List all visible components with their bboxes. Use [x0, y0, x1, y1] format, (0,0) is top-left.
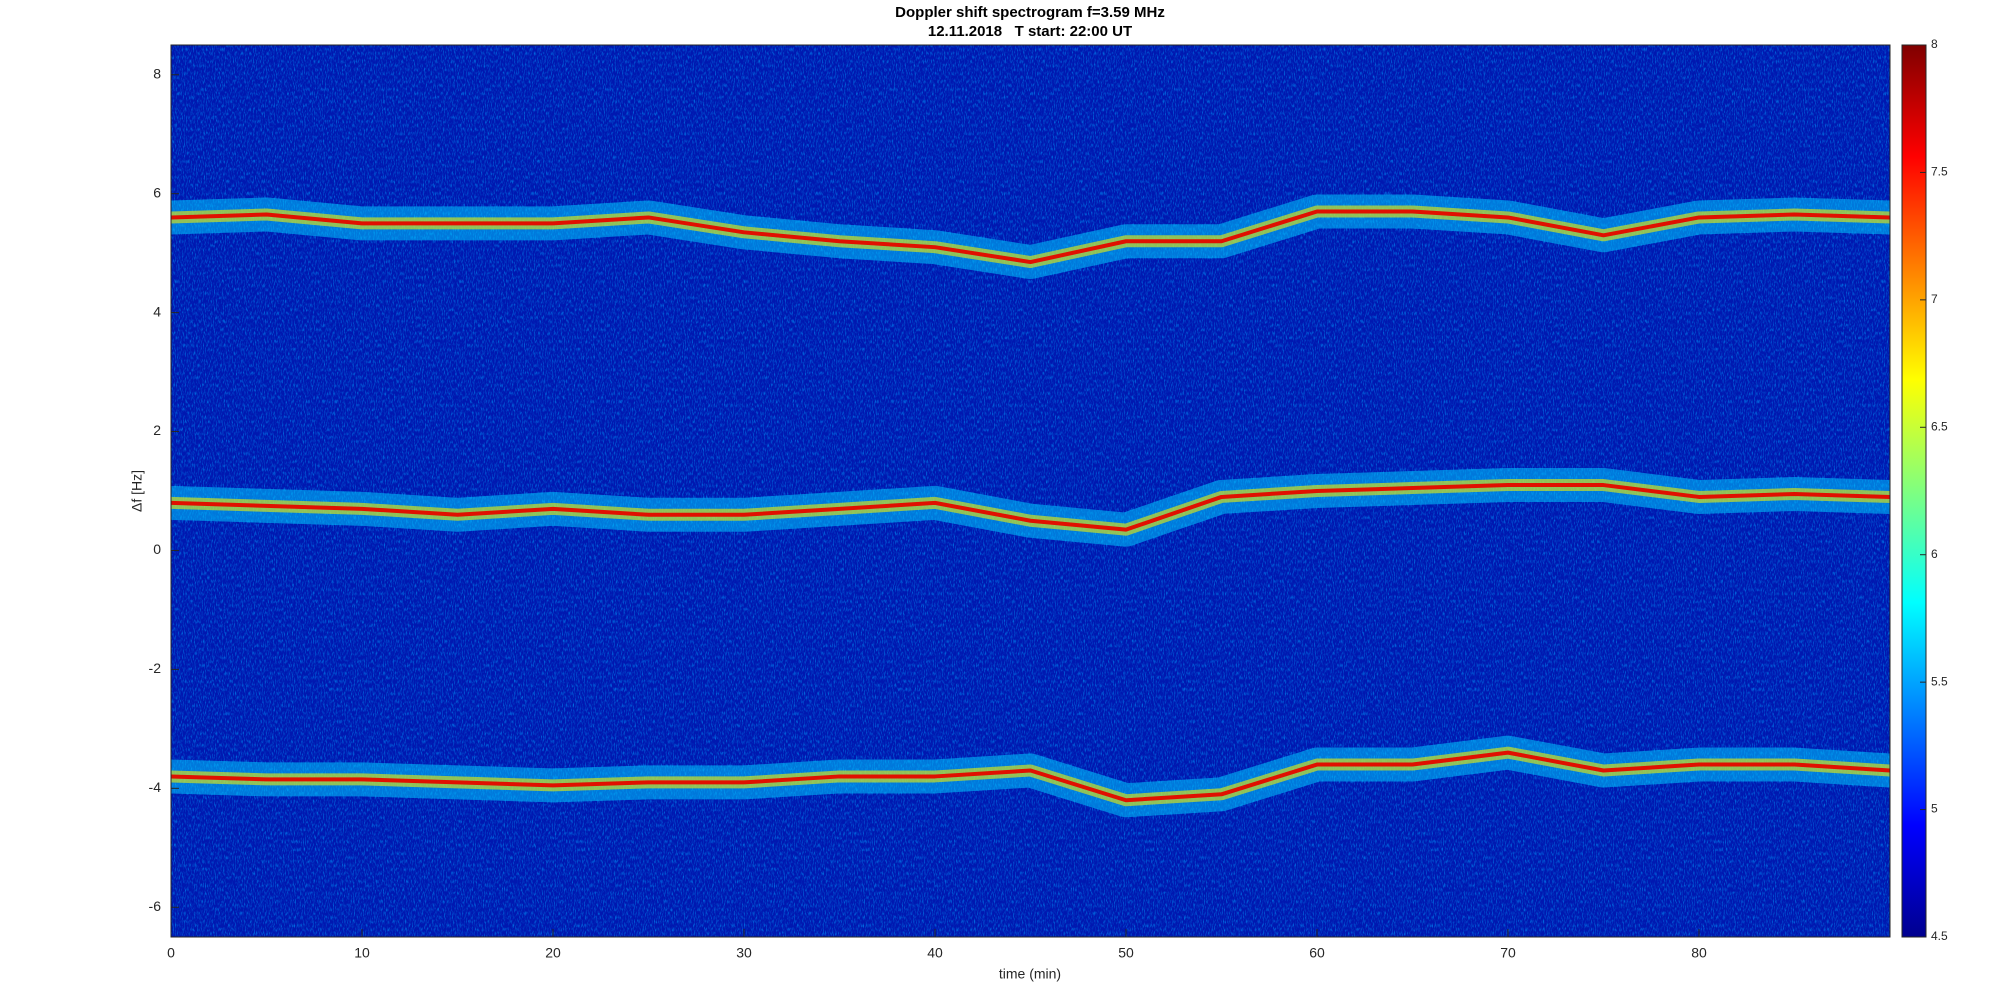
x-tick-label: 60	[1309, 945, 1325, 961]
y-tick-label: 4	[153, 303, 161, 319]
colorbar-tick-label: 8	[1931, 37, 1938, 51]
y-axis-label: Δf [Hz]	[129, 470, 145, 512]
y-tick-label: 6	[153, 184, 161, 200]
bands	[171, 194, 1890, 818]
colorbar-tick-label: 6	[1931, 547, 1938, 561]
y-tick-label: -6	[149, 898, 162, 914]
x-tick-label: 50	[1118, 945, 1134, 961]
x-tick-label: 20	[545, 945, 561, 961]
x-tick-label: 80	[1691, 945, 1707, 961]
plot-frame	[170, 44, 1891, 938]
y-tick-label: -2	[149, 660, 162, 676]
colorbar-tick-label: 5.5	[1931, 674, 1948, 688]
x-tick-label: 70	[1500, 945, 1516, 961]
colorbar-tick-label: 7	[1931, 292, 1938, 306]
x-tick-label: 10	[354, 945, 370, 961]
colorbar	[1901, 44, 1927, 938]
chart-subtitle: 12.11.2018 T start: 22:00 UT	[928, 23, 1132, 40]
colorbar-tick-label: 7.5	[1931, 165, 1948, 179]
x-axis-label: time (min)	[999, 966, 1061, 982]
y-tick-label: 0	[153, 541, 161, 557]
x-tick-label: 40	[927, 945, 943, 961]
y-tick-label: 8	[153, 65, 161, 81]
band-trace	[171, 209, 1890, 265]
y-tick-label: 2	[153, 422, 161, 438]
x-tick-label: 30	[736, 945, 752, 961]
band-trace	[171, 483, 1890, 532]
colorbar-tick-label: 5	[1931, 802, 1938, 816]
band-trace	[171, 750, 1890, 803]
colorbar-tick-label: 6.5	[1931, 419, 1948, 433]
y-tick-label: -4	[149, 779, 162, 795]
x-tick-label: 0	[167, 945, 175, 961]
chart-title: Doppler shift spectrogram f=3.59 MHz	[895, 4, 1165, 21]
colorbar-tick-label: 4.5	[1931, 929, 1948, 943]
